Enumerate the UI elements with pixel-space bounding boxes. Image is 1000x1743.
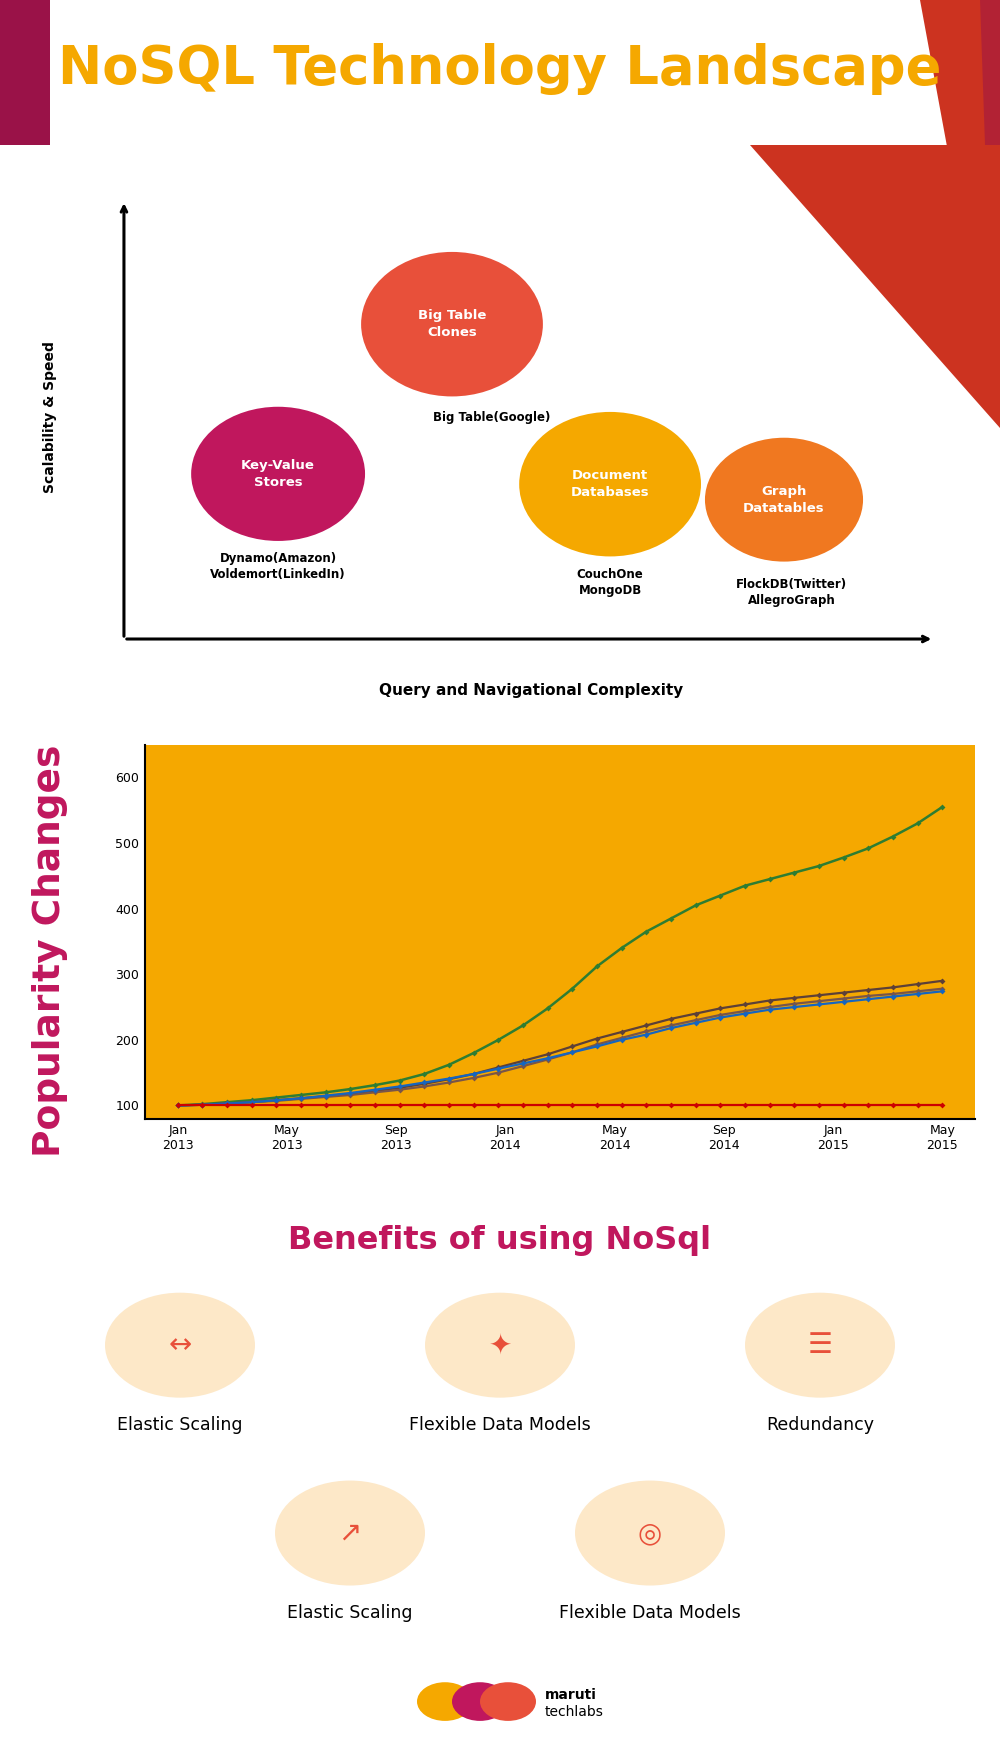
- Text: Flexible Data Models: Flexible Data Models: [559, 1604, 741, 1623]
- Text: ☰: ☰: [808, 1332, 832, 1360]
- Text: maruti: maruti: [545, 1687, 597, 1701]
- Ellipse shape: [745, 1293, 895, 1398]
- Polygon shape: [750, 0, 1000, 434]
- Text: Document
Databases: Document Databases: [571, 469, 649, 498]
- Text: CouchOne
MongoDB: CouchOne MongoDB: [577, 568, 643, 596]
- Ellipse shape: [417, 1682, 473, 1720]
- Ellipse shape: [519, 411, 701, 556]
- Ellipse shape: [105, 1293, 255, 1398]
- Text: ↗: ↗: [338, 1520, 362, 1548]
- Ellipse shape: [361, 253, 543, 396]
- Ellipse shape: [575, 1480, 725, 1586]
- Text: Elastic Scaling: Elastic Scaling: [287, 1604, 413, 1623]
- Ellipse shape: [425, 1293, 575, 1398]
- Text: Graph
Datatables: Graph Datatables: [743, 485, 825, 514]
- Text: Key-Value
Stores: Key-Value Stores: [241, 458, 315, 488]
- Ellipse shape: [452, 1682, 508, 1720]
- Text: FlockDB(Twitter)
AllegroGraph: FlockDB(Twitter) AllegroGraph: [736, 579, 847, 607]
- Text: Dynamo(Amazon)
Voldemort(LinkedIn): Dynamo(Amazon) Voldemort(LinkedIn): [210, 553, 346, 580]
- Text: Big Table
Clones: Big Table Clones: [418, 309, 486, 340]
- Text: Query and Navigational Complexity: Query and Navigational Complexity: [379, 683, 683, 697]
- Text: techlabs: techlabs: [545, 1705, 604, 1719]
- Text: Redundancy: Redundancy: [766, 1417, 874, 1434]
- Text: Benefits of using NoSql: Benefits of using NoSql: [288, 1225, 712, 1255]
- Text: ↔: ↔: [168, 1332, 192, 1360]
- Polygon shape: [750, 145, 1000, 429]
- Polygon shape: [850, 0, 1000, 579]
- Ellipse shape: [191, 406, 365, 540]
- Ellipse shape: [480, 1682, 536, 1720]
- Ellipse shape: [275, 1480, 425, 1586]
- Text: Popularity Changes: Popularity Changes: [32, 744, 68, 1157]
- Text: NoSQL Technology Landscape: NoSQL Technology Landscape: [58, 44, 942, 96]
- Text: ✦: ✦: [488, 1332, 512, 1360]
- Text: Flexible Data Models: Flexible Data Models: [409, 1417, 591, 1434]
- Text: Elastic Scaling: Elastic Scaling: [117, 1417, 243, 1434]
- Text: ◎: ◎: [638, 1520, 662, 1548]
- Text: Scalability & Speed: Scalability & Speed: [43, 340, 57, 493]
- Text: Big Table(Google): Big Table(Google): [433, 411, 550, 424]
- Polygon shape: [0, 0, 50, 145]
- Ellipse shape: [705, 437, 863, 561]
